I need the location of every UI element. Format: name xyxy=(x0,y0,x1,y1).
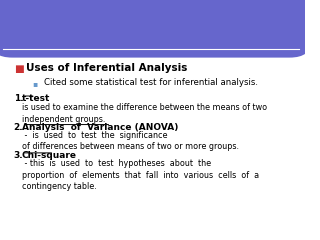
FancyBboxPatch shape xyxy=(0,0,311,240)
Text: 2.: 2. xyxy=(14,123,23,132)
Text: Chi-square: Chi-square xyxy=(22,151,77,160)
Text: Analysis  of  Variance (ANOVA): Analysis of Variance (ANOVA) xyxy=(22,123,178,132)
Text: 1.: 1. xyxy=(14,94,23,103)
Text: ▪: ▪ xyxy=(32,79,37,88)
Text: 3.: 3. xyxy=(14,151,23,160)
Text: -  is  used  to  test  the  significance
of differences between means of two or : - is used to test the significance of di… xyxy=(22,131,239,151)
Text: - this  is  used  to  test  hypotheses  about  the
proportion  of  elements  tha: - this is used to test hypotheses about … xyxy=(22,159,259,192)
Text: t-test: t-test xyxy=(22,94,50,103)
Text: ■: ■ xyxy=(14,64,23,74)
FancyBboxPatch shape xyxy=(0,0,311,58)
Text: is used to examine the difference between the means of two
independent groups.: is used to examine the difference betwee… xyxy=(22,103,267,124)
Text: Uses of Inferential Analysis: Uses of Inferential Analysis xyxy=(26,63,187,73)
Bar xyxy=(3,24,299,48)
Text: Cited some statistical test for inferential analysis.: Cited some statistical test for inferent… xyxy=(44,78,258,87)
